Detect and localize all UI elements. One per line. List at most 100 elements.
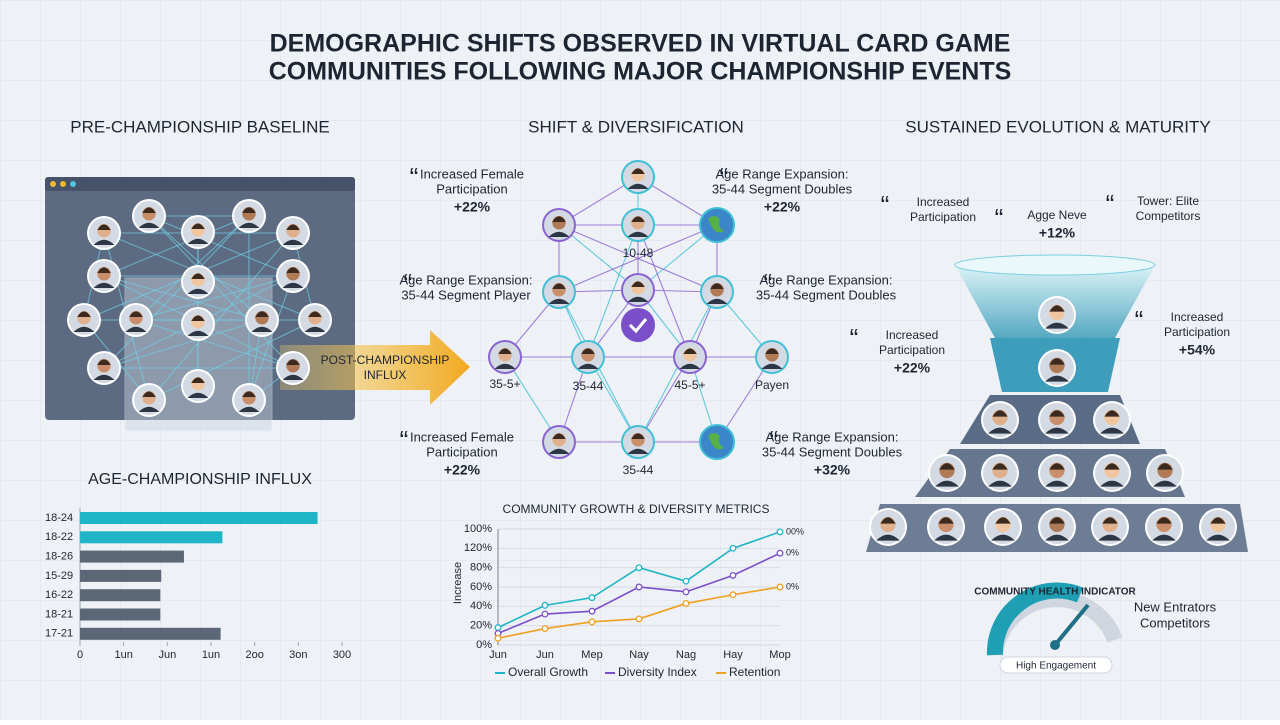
avatar-body xyxy=(187,330,209,336)
bar xyxy=(80,627,221,640)
callout-text: 35-44 Segment Doubles xyxy=(712,181,853,196)
bar xyxy=(80,589,161,602)
avatar-hair xyxy=(142,207,156,213)
avatar-hair xyxy=(286,267,300,273)
avatar-body xyxy=(1100,427,1124,434)
y-tick-label: 16-22 xyxy=(45,589,73,601)
quote-mark: “ xyxy=(404,268,413,298)
chart-title: AGE-CHAMPIONSHIP INFLUX xyxy=(88,471,312,488)
callout-text: Participation xyxy=(910,210,976,224)
avatar-hair xyxy=(631,216,645,222)
check-badge xyxy=(621,308,655,342)
connection xyxy=(558,224,639,291)
connection xyxy=(558,224,718,293)
avatar-body xyxy=(282,282,304,288)
avatar-hair xyxy=(242,207,256,213)
y-tick-label: 40% xyxy=(470,600,492,612)
gauge-label-box xyxy=(999,656,1113,674)
x-tick-label: Mop xyxy=(769,649,790,661)
gauge-label: High Engagement xyxy=(1016,661,1096,672)
avatar-hair xyxy=(97,359,111,365)
y-tick-label: 17-21 xyxy=(45,628,73,640)
avatar-body xyxy=(187,392,209,398)
avatar-body xyxy=(1045,427,1069,434)
point xyxy=(729,544,737,552)
y-tick-label: 18-24 xyxy=(45,512,73,524)
x-tick-label: 3on xyxy=(289,649,307,661)
avatar-hair xyxy=(191,223,205,229)
callout-value: +22% xyxy=(444,462,481,478)
avatar-body xyxy=(1100,480,1124,487)
avatar-body xyxy=(627,448,649,454)
avatar-hair xyxy=(1049,463,1065,470)
point xyxy=(776,583,784,591)
window-bar xyxy=(45,177,355,191)
point xyxy=(635,583,643,591)
callout-text: Age Range Expansion: xyxy=(760,272,893,287)
connection xyxy=(587,224,639,358)
point xyxy=(635,564,643,572)
point xyxy=(541,610,549,618)
avatar-hair xyxy=(552,433,566,439)
avatar-body xyxy=(988,427,1012,434)
callout-value: +54% xyxy=(1179,342,1216,358)
point xyxy=(588,618,596,626)
gauge-fill xyxy=(986,582,1083,656)
callout-text: Age Range Expansion: xyxy=(400,272,533,287)
callout-text: Tower: Elite xyxy=(1137,194,1199,208)
x-tick-label: Nay xyxy=(629,649,649,661)
avatar-body xyxy=(238,406,260,412)
avatar-hair xyxy=(129,311,143,317)
y-tick-label: 18-22 xyxy=(45,531,73,543)
y-tick-label: 18-21 xyxy=(45,608,73,620)
avatar-body xyxy=(761,363,783,369)
avatar-hair xyxy=(1210,517,1226,524)
callout-text: 35-44 Segment Player xyxy=(401,287,531,302)
connection xyxy=(135,319,294,369)
gauge-title: COMMUNITY HEALTH INDICATOR xyxy=(974,587,1136,598)
avatar-body xyxy=(93,239,115,245)
avatar-hair xyxy=(552,216,566,222)
callout-text: Increased Female xyxy=(410,429,514,444)
avatar-body xyxy=(282,374,304,380)
callout-value: +22% xyxy=(764,199,801,215)
arrow-label: POST-CHAMPIONSHIP xyxy=(321,353,450,367)
quote-mark: “ xyxy=(770,425,779,455)
callout-text: 35-44 Segment Doubles xyxy=(756,287,897,302)
connection xyxy=(248,275,294,401)
avatar-hair xyxy=(1102,517,1118,524)
avatar-hair xyxy=(191,315,205,321)
avatar-body xyxy=(93,282,115,288)
avatar-body xyxy=(934,534,958,541)
quote-mark: “ xyxy=(1135,305,1144,335)
connection xyxy=(103,215,250,369)
avatar-body xyxy=(1206,534,1230,541)
legend-label: Overall Growth xyxy=(508,665,588,679)
point xyxy=(682,577,690,585)
avatar-hair xyxy=(1049,358,1065,365)
callout-text: Competitors xyxy=(1136,209,1201,223)
avatar-body xyxy=(627,296,649,302)
avatar-body xyxy=(1045,480,1069,487)
avatar-hair xyxy=(880,517,896,524)
avatar-body xyxy=(238,222,260,228)
quote-mark: “ xyxy=(400,425,409,455)
arrow-label: INFLUX xyxy=(364,368,407,382)
x-tick-label: Jun xyxy=(158,649,176,661)
avatar-body xyxy=(548,448,570,454)
y-tick-label: 100% xyxy=(464,523,492,535)
quote-mark: “ xyxy=(1106,189,1115,219)
window-dot xyxy=(70,181,76,187)
y-tick-label: 18-26 xyxy=(45,551,73,563)
avatar-hair xyxy=(765,348,779,354)
callout-text: 35-44 Segment Doubles xyxy=(762,444,903,459)
connection xyxy=(637,224,691,358)
point xyxy=(682,588,690,596)
avatar-body xyxy=(138,222,160,228)
avatar-body xyxy=(627,183,649,189)
quote-mark: “ xyxy=(720,162,729,192)
y-tick-label: 80% xyxy=(470,562,492,574)
chart-title: COMMUNITY GROWTH & DIVERSITY METRICS xyxy=(503,502,770,516)
avatar-hair xyxy=(255,311,269,317)
